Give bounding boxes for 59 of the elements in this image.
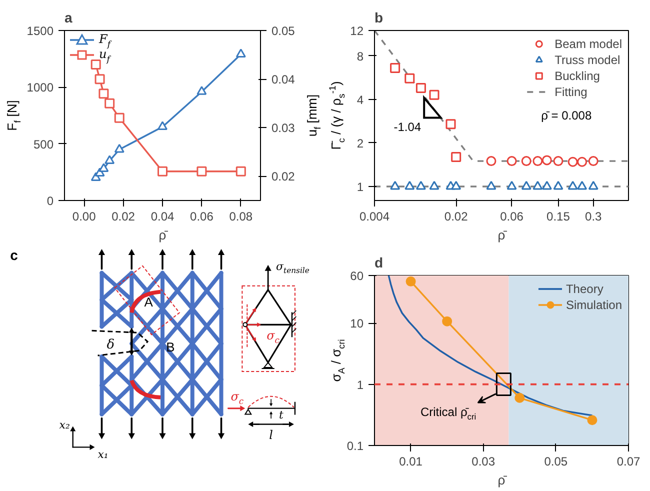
chart-title: a — [64, 10, 72, 26]
chart-title: b — [374, 10, 384, 26]
text: A — [144, 294, 154, 310]
x-tick-label: 0.004 — [359, 210, 390, 224]
x-tick-label: 0.02 — [112, 210, 136, 224]
legend-label: u$_{f}$ — [99, 47, 112, 64]
x-tick-label: 0.07 — [616, 454, 641, 468]
x-tick-label: 0.3 — [585, 210, 602, 224]
annotation: ρ̄ = 0.008 — [541, 108, 592, 123]
y-tick-label: 12 — [350, 24, 364, 38]
y-tick-label: 1 — [356, 378, 364, 392]
text: δ — [106, 338, 115, 353]
text: σ$_{c}$ — [266, 328, 280, 346]
y-tick-label: 2 — [356, 136, 364, 150]
chart-title: d — [374, 254, 384, 270]
annotation: Critical ρ̄$_{cri}$ — [420, 405, 476, 422]
x-tick-label: 0.01 — [399, 454, 423, 468]
y-tick-label: 8 — [356, 49, 364, 64]
y2-tick-label: 0.05 — [272, 24, 296, 38]
x-tick-label: 0.02 — [444, 210, 468, 224]
x-axis-title: ρ̄ — [498, 472, 508, 488]
legend-label: Truss model — [554, 52, 620, 67]
y-tick-label: 1 — [356, 180, 364, 194]
text: c — [10, 246, 18, 263]
legend-label: Beam model — [554, 36, 622, 51]
annotation: -1.04 — [394, 120, 422, 134]
y2-tick-label: 0.03 — [272, 121, 296, 136]
y-tick-label: 0.1 — [346, 439, 364, 453]
y-tick-label: 500 — [33, 137, 54, 152]
legend-label: Simulation — [566, 297, 622, 312]
legend-label: Buckling — [554, 68, 600, 83]
y2-tick-label: 0.02 — [272, 170, 296, 184]
x-tick-label: 0.05 — [544, 454, 568, 468]
x-tick-label: 0.15 — [546, 210, 570, 224]
x-tick-label: 0.08 — [229, 210, 253, 224]
text: σ$_{tensile}$ — [276, 260, 310, 276]
y-tick-label: 1000 — [26, 80, 54, 95]
x-tick-label: 0.06 — [500, 210, 524, 224]
text: x₁ — [98, 448, 108, 462]
x-tick-label: 0.06 — [190, 210, 214, 224]
text: B — [166, 340, 175, 355]
x-tick-label: 0.04 — [150, 210, 175, 224]
y-tick-label: 1500 — [26, 24, 54, 38]
y2-tick-label: 0.04 — [272, 72, 296, 87]
text: σ$_{c}$ — [230, 389, 244, 406]
y-tick-label: 0 — [46, 194, 54, 208]
legend-label: F$_{f}$ — [98, 32, 112, 49]
y-tick-label: 10 — [350, 316, 364, 331]
y-tick-label: 60 — [350, 269, 364, 283]
text: t — [279, 408, 284, 422]
text: l — [269, 428, 274, 442]
y-tick-label: 4 — [356, 92, 364, 107]
legend-label: Fitting — [554, 84, 588, 99]
legend-label: Theory — [566, 281, 604, 296]
x-axis-title: ρ̄ — [158, 228, 168, 242]
x-tick-label: 0.00 — [72, 210, 96, 224]
x-tick-label: 0.03 — [472, 454, 496, 468]
x-axis-title: ρ̄ — [498, 228, 508, 242]
text: x₂ — [59, 418, 70, 432]
